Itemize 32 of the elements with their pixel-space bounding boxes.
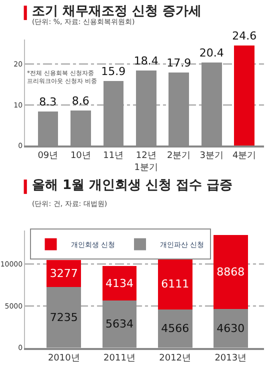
x-tick-label: 09년 bbox=[38, 151, 58, 162]
bar bbox=[102, 266, 137, 301]
data-label: 7235 bbox=[50, 310, 78, 324]
data-label: 17.9 bbox=[166, 56, 192, 70]
x-tick-label: 2010년 bbox=[48, 353, 80, 364]
x-tick-label: 2012년 bbox=[159, 353, 192, 364]
chart-title: 올해 1월 개인회생 신청 접수 급증 bbox=[32, 178, 233, 193]
data-label: 4134 bbox=[105, 276, 134, 290]
x-tick-label: 2분기 bbox=[167, 151, 191, 162]
x-tick-label: 2011년 bbox=[104, 353, 136, 364]
bar bbox=[158, 258, 192, 310]
data-label: 20.4 bbox=[199, 46, 224, 60]
x-tick-label: 11년 bbox=[103, 151, 124, 162]
bar bbox=[234, 45, 255, 146]
data-label: 3277 bbox=[50, 266, 78, 280]
data-label: 6111 bbox=[161, 277, 190, 290]
data-label: 15.9 bbox=[101, 64, 126, 78]
data-label: 8868 bbox=[216, 265, 245, 278]
x-tick-label: 2013년 bbox=[214, 353, 247, 364]
data-label: 4630 bbox=[216, 322, 245, 335]
data-label: 8.3 bbox=[39, 96, 57, 109]
data-label: 24.6 bbox=[232, 29, 257, 42]
chart-title: 조기 채무재조정 신청 증가세 bbox=[32, 4, 202, 19]
x-tick-label: 4분기 bbox=[232, 151, 256, 162]
x-tick-label: 10년 bbox=[70, 151, 91, 162]
bar bbox=[213, 234, 248, 310]
data-label: 18.4 bbox=[134, 54, 158, 68]
data-label: 5634 bbox=[105, 318, 134, 331]
x-tick-label: 12년 1분기 bbox=[134, 151, 158, 173]
x-tick-label: 3분기 bbox=[200, 151, 224, 162]
data-label: 8.6 bbox=[72, 94, 90, 108]
data-label: 4566 bbox=[161, 322, 190, 336]
